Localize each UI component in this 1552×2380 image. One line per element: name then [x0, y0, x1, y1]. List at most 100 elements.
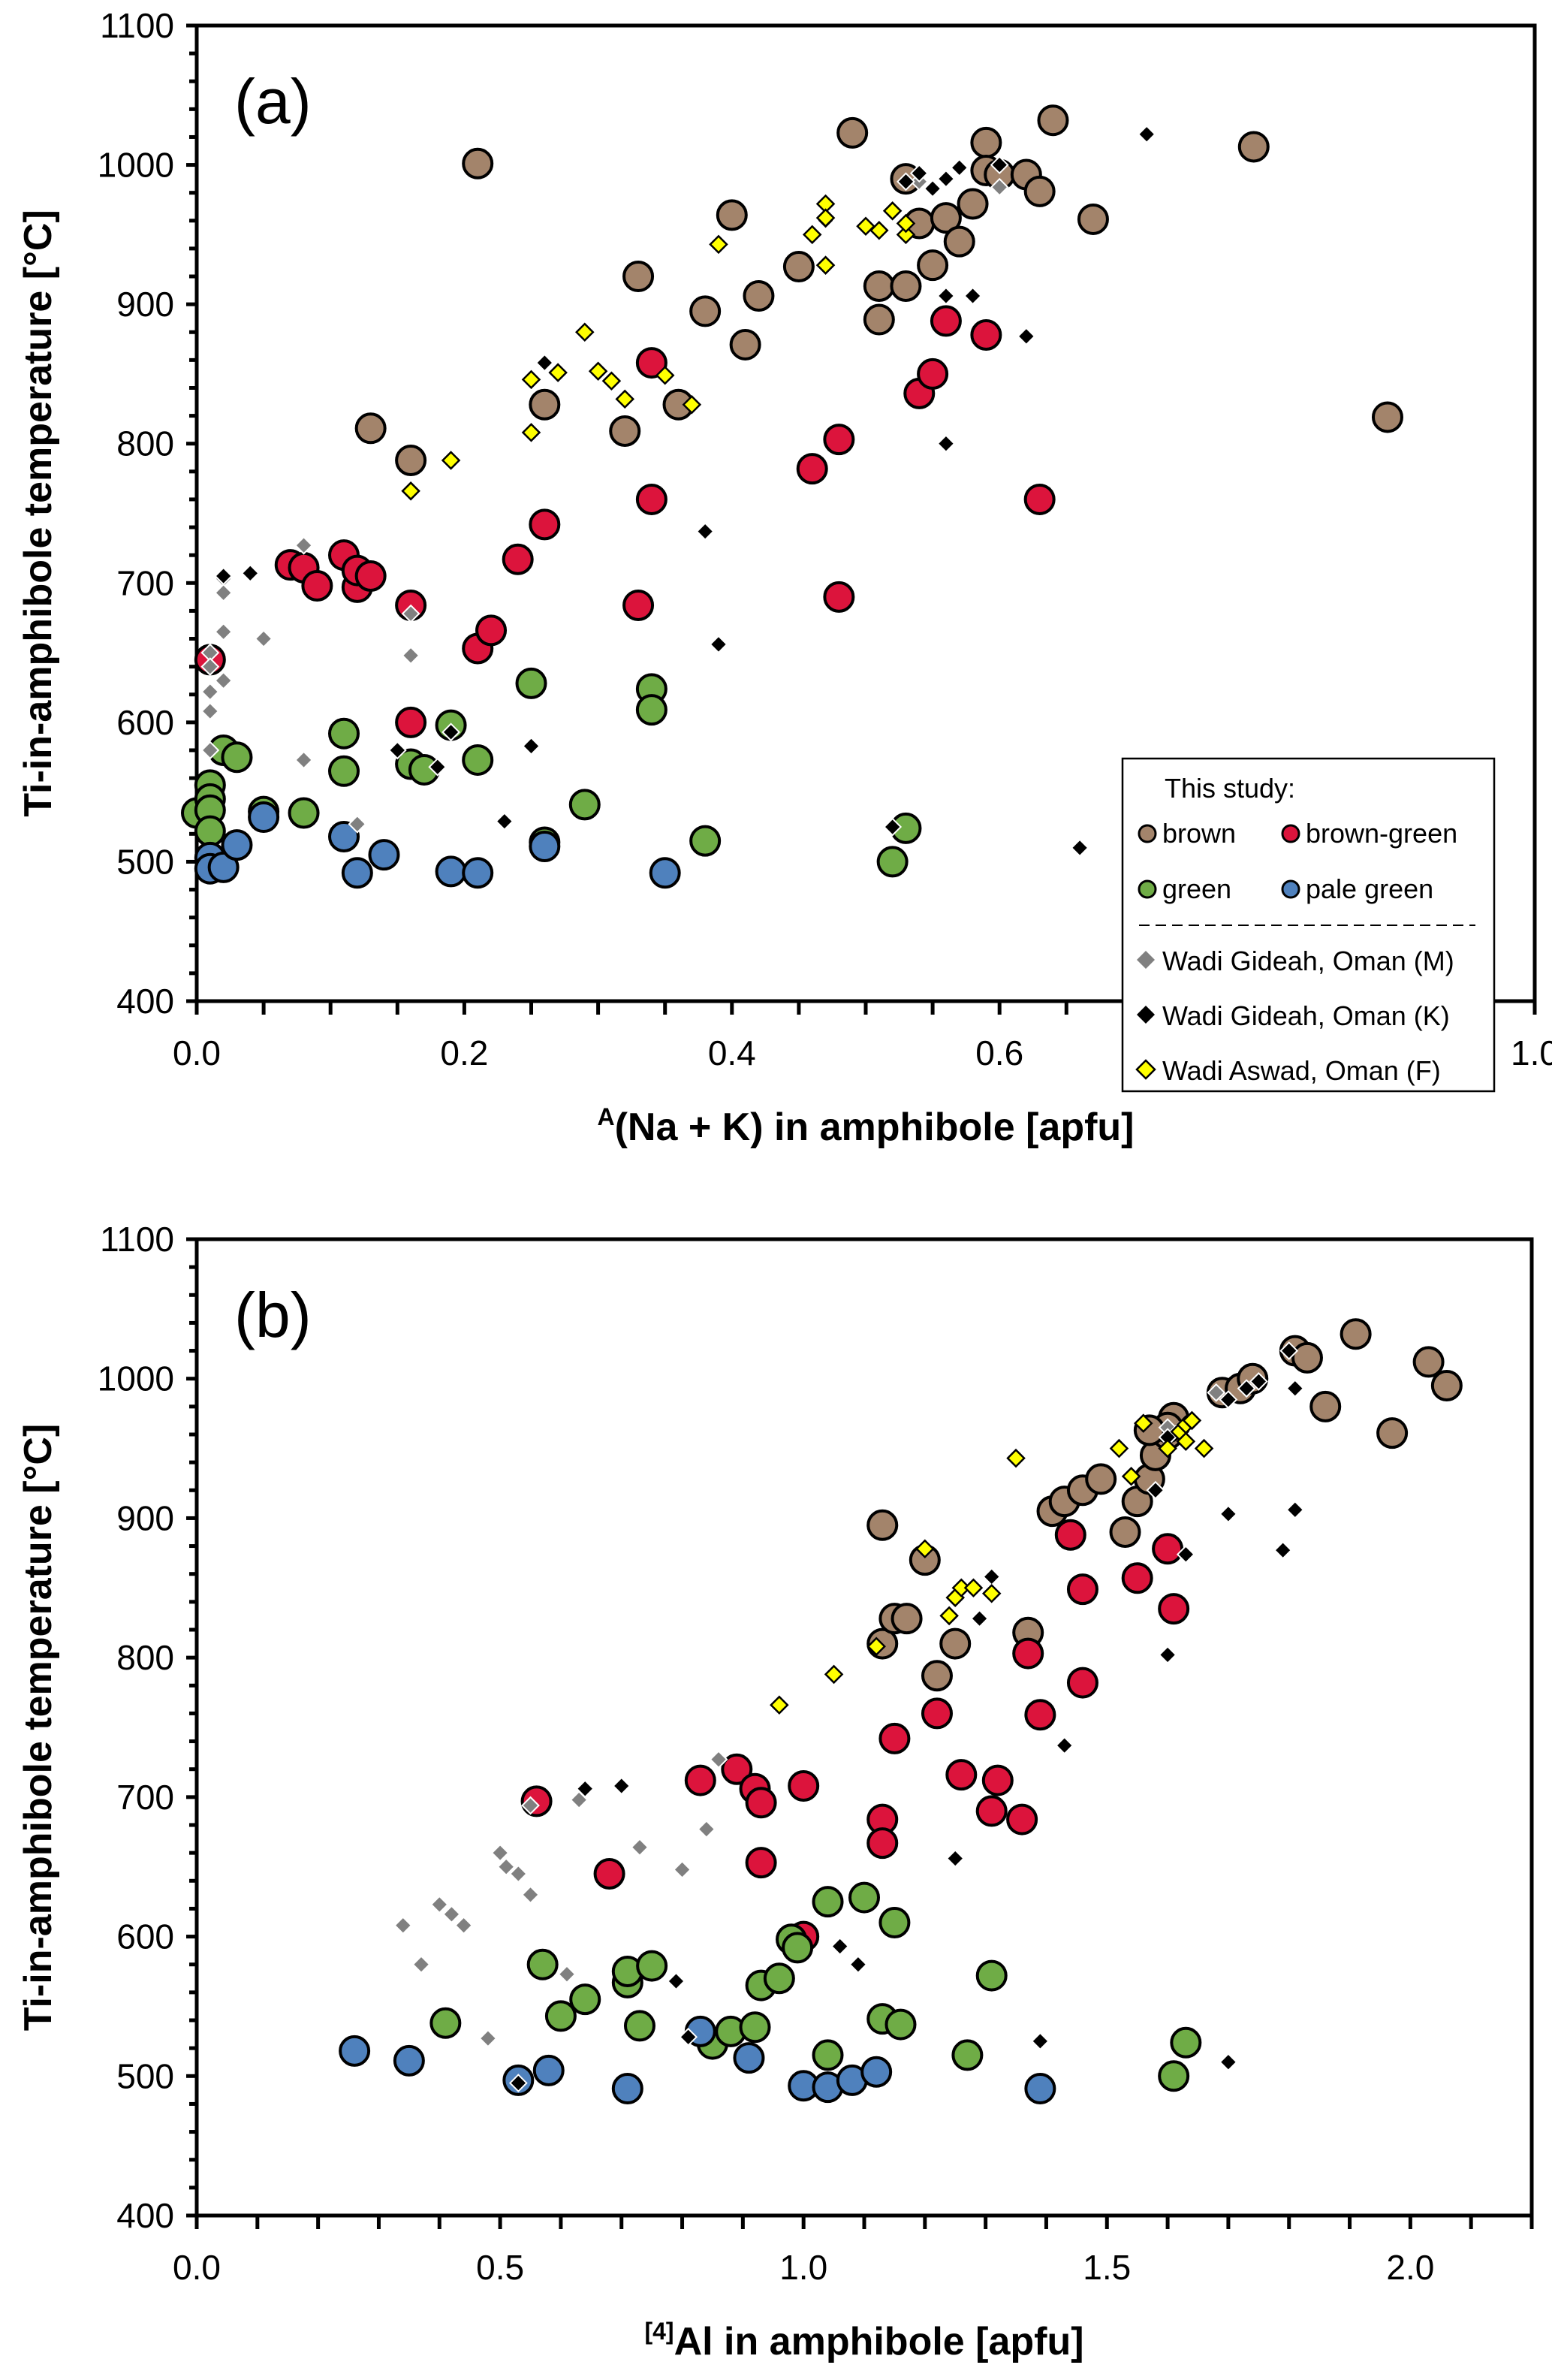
point-gideah-M	[490, 1843, 510, 1863]
point-brown	[1037, 104, 1069, 137]
point-brown	[1077, 203, 1109, 235]
point-brown	[729, 328, 761, 360]
y-tick-label: 400	[116, 2196, 174, 2235]
point-gideah-K	[1146, 1480, 1165, 1500]
point-gideah-M	[401, 604, 420, 623]
point-brown-green	[1066, 1573, 1098, 1606]
point-gideah-K	[535, 353, 554, 373]
point-brown-green	[475, 614, 508, 647]
point-brown-green	[975, 1795, 1008, 1827]
point-aswad-F	[963, 1578, 984, 1598]
point-gideah-K	[214, 566, 234, 586]
point-brown	[689, 295, 722, 327]
point-brown	[1291, 1341, 1323, 1374]
point-pale-green	[532, 2054, 565, 2086]
point-gideah-K	[495, 812, 514, 831]
y-tick-label: 700	[116, 1778, 174, 1817]
point-gideah-M	[214, 671, 234, 690]
chart-panel-b: 400 500 600 700 800 900 1000 1100 0.0 0.5 1.0 1.5 2.…	[17, 1220, 1534, 2363]
legend-label: Wadi Aswad, Oman (F)	[1162, 1055, 1441, 1086]
legend: This study: brown brown-green green pale gre…	[1121, 757, 1496, 1093]
point-green	[288, 797, 320, 829]
point-gideah-M	[294, 750, 313, 770]
point-green	[526, 1948, 559, 1980]
point-aswad-F	[588, 361, 608, 381]
point-brown-green	[970, 318, 1002, 351]
point-gideah-K	[936, 169, 956, 189]
point-aswad-F	[815, 208, 836, 228]
point-aswad-F	[815, 255, 836, 275]
point-green	[951, 2039, 984, 2071]
point-pale-green	[339, 2035, 371, 2067]
point-aswad-F	[882, 201, 903, 221]
point-brown-green	[684, 1764, 716, 1796]
point-pale-green	[248, 801, 280, 834]
point-gideah-K	[1273, 1540, 1293, 1560]
point-gideah-K	[1017, 327, 1036, 346]
point-gideah-M	[521, 1885, 540, 1905]
point-gideah-K	[950, 158, 969, 177]
point-brown-green	[921, 1697, 953, 1730]
point-pale-green	[221, 829, 253, 861]
point-brown	[891, 1603, 923, 1635]
point-gideah-K	[936, 434, 956, 454]
point-gideah-M	[200, 657, 220, 677]
point-gideah-M	[630, 1838, 649, 1857]
point-green	[884, 2008, 917, 2041]
y-tick-label: 1000	[98, 146, 174, 185]
point-gideah-M	[673, 1860, 692, 1879]
point-gideah-K	[1070, 838, 1089, 858]
point-gideah-K	[1219, 1390, 1238, 1409]
point-aswad-F	[915, 1539, 935, 1559]
y-tick-label: 900	[116, 285, 174, 324]
point-pale-green	[462, 857, 494, 889]
point-green	[689, 825, 722, 857]
point-brown-green	[1066, 1667, 1098, 1699]
point-brown	[970, 126, 1002, 158]
point-brown	[462, 147, 494, 179]
point-gideah-K	[990, 155, 1009, 174]
x-axis-title: A(Na + K) in amphibole [apfu]	[597, 1103, 1134, 1149]
point-gideah-M	[411, 1955, 431, 1974]
point-brown-green	[529, 508, 561, 541]
point-brown	[1376, 1417, 1409, 1449]
point-brown-green	[635, 347, 668, 379]
point-brown-green	[745, 1847, 777, 1879]
point-brown-green	[622, 589, 655, 621]
y-tick-label: 500	[116, 842, 174, 881]
point-brown	[939, 1627, 972, 1660]
point-aswad-F	[575, 322, 595, 342]
point-green	[975, 1959, 1008, 1992]
y-tick-label: 800	[116, 424, 174, 463]
point-gideah-M	[521, 1796, 540, 1815]
point-gideah-M	[496, 1857, 516, 1877]
legend-label: brown	[1162, 818, 1236, 849]
point-brown-green	[354, 560, 387, 593]
point-aswad-F	[709, 234, 728, 255]
point-brown	[863, 270, 895, 303]
point-gideah-M	[990, 177, 1009, 197]
point-brown	[921, 1660, 953, 1692]
point-gideah-K	[897, 172, 915, 192]
point-gideah-K	[522, 736, 541, 756]
point-brown-green	[878, 1722, 911, 1754]
point-green	[848, 1881, 880, 1914]
point-gideah-M	[393, 1916, 413, 1935]
point-gideah-K	[441, 722, 460, 742]
point-brown	[743, 280, 775, 312]
point-brown	[1309, 1390, 1342, 1422]
point-gideah-K	[883, 817, 903, 837]
point-gideah-M	[557, 1965, 577, 1984]
point-pale-green	[611, 2073, 643, 2104]
point-green	[812, 2039, 844, 2071]
x-tick-label: 0.0	[173, 1033, 221, 1072]
point-brown-green	[721, 1753, 753, 1785]
point-green	[812, 1886, 844, 1918]
point-aswad-F	[1121, 1466, 1141, 1486]
point-pale-green	[393, 2044, 425, 2077]
legend-label: brown-green	[1306, 818, 1457, 849]
point-gideah-K	[1030, 2032, 1050, 2051]
point-gideah-K	[1219, 2053, 1238, 2072]
point-green	[515, 667, 547, 699]
y-tick-label: 1100	[100, 6, 174, 45]
